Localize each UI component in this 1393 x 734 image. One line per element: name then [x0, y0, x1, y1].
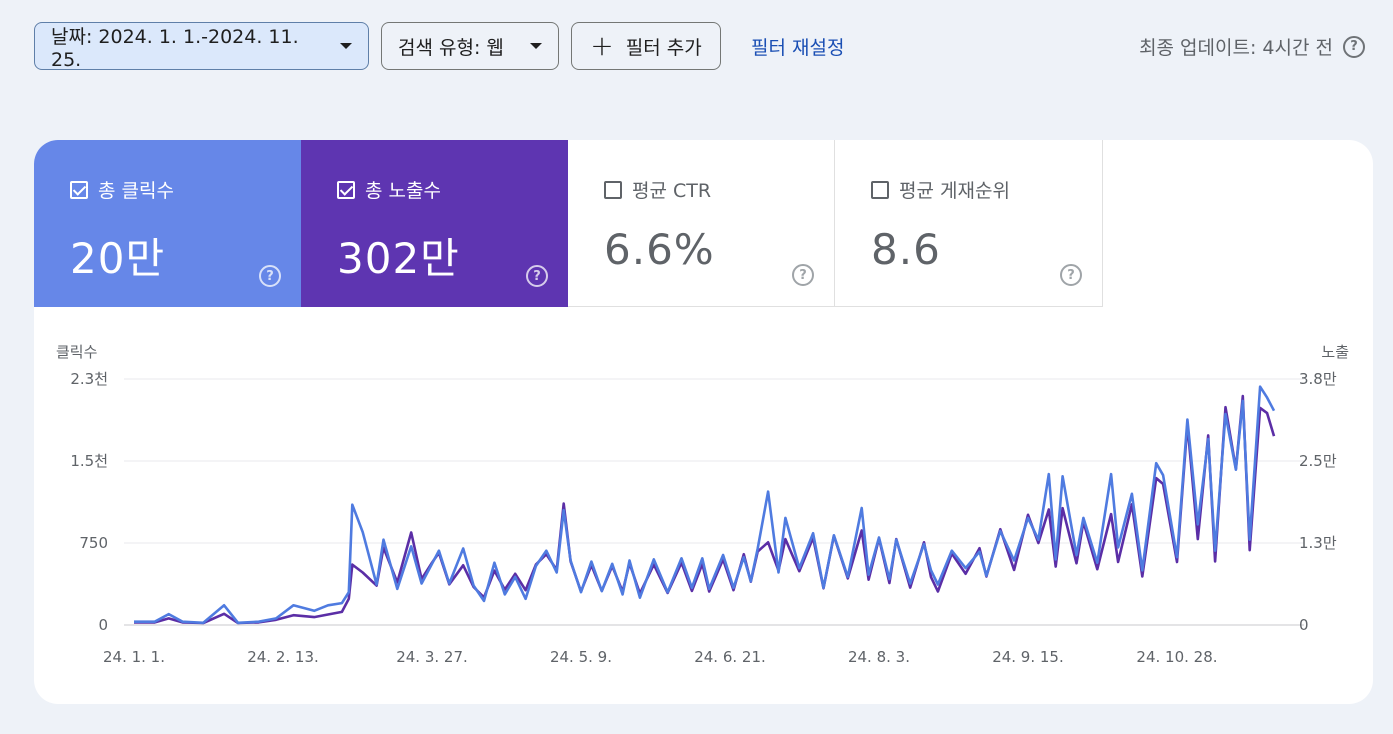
dropdown-arrow-icon — [340, 43, 352, 49]
right-tick-label: 1.3만 — [1299, 534, 1337, 552]
checkbox-unchecked-icon[interactable] — [871, 180, 889, 199]
clicks-series-line — [134, 385, 1276, 625]
metric-value: 6.6% — [604, 225, 715, 274]
metric-label-text: 총 노출수 — [365, 180, 441, 202]
metric-value: 302만 — [337, 234, 460, 283]
metric-total-impressions[interactable]: 총 노출수 302만 ? — [301, 140, 568, 307]
help-icon[interactable]: ? — [259, 265, 281, 287]
performance-line-chart[interactable]: 클릭수 노출 2.3천 3.8만 1.5천 2.5만 750 1.3만 0 0 24. 1. 1… — [34, 140, 1373, 704]
help-icon[interactable]: ? — [792, 264, 814, 286]
right-tick-label: 3.8만 — [1299, 370, 1337, 388]
x-tick-label: 24. 9. 15. — [992, 648, 1064, 666]
x-tick-label: 24. 5. 9. — [550, 648, 612, 666]
left-tick-label: 2.3천 — [70, 370, 108, 388]
search-type-filter-label: 검색 유형: 웹 — [398, 36, 504, 59]
metric-label: 총 노출수 — [337, 176, 532, 203]
metric-label: 평균 게재순위 — [871, 176, 1066, 203]
dropdown-arrow-icon — [530, 43, 542, 49]
metric-label: 총 클릭수 — [70, 176, 265, 203]
left-tick-label: 1.5천 — [70, 452, 108, 470]
chart-tick-labels: 2.3천 3.8만 1.5천 2.5만 750 1.3만 0 0 24. 1. 1. 24. 2.… — [70, 370, 1337, 666]
search-type-filter-chip[interactable]: 검색 유형: 웹 — [381, 22, 559, 70]
impressions-series-line — [134, 394, 1276, 625]
right-tick-label: 0 — [1299, 616, 1309, 634]
help-icon[interactable]: ? — [1060, 264, 1082, 286]
left-tick-label: 0 — [98, 616, 108, 634]
performance-card: 총 클릭수 20만 ? 총 노출수 302만 ? 평균 CTR 6.6% ? 평… — [34, 140, 1373, 704]
metric-value: 8.6 — [871, 225, 941, 274]
left-axis-title: 클릭수 — [56, 343, 97, 361]
help-icon[interactable]: ? — [1343, 35, 1365, 58]
x-tick-label: 24. 10. 28. — [1136, 648, 1217, 666]
metric-label-text: 총 클릭수 — [98, 180, 174, 202]
x-tick-label: 24. 6. 21. — [694, 648, 766, 666]
last-updated: 최종 업데이트: 4시간 전 ? — [1139, 33, 1365, 60]
metric-label-text: 평균 CTR — [632, 180, 712, 202]
x-tick-label: 24. 8. 3. — [848, 648, 910, 666]
left-tick-label: 750 — [79, 534, 108, 552]
reset-filter-link[interactable]: 필터 재설정 — [751, 37, 845, 59]
date-filter-label: 날짜: 2024. 1. 1.-2024. 11. 25. — [51, 25, 299, 71]
checkbox-unchecked-icon[interactable] — [604, 180, 622, 199]
metric-label-text: 평균 게재순위 — [899, 180, 1010, 202]
metric-value: 20만 — [70, 234, 166, 283]
date-filter-chip[interactable]: 날짜: 2024. 1. 1.-2024. 11. 25. — [34, 22, 369, 71]
chart-gridlines — [124, 378, 1304, 626]
add-filter-button[interactable]: + 필터 추가 — [571, 22, 721, 70]
x-tick-label: 24. 1. 1. — [103, 648, 165, 666]
right-tick-label: 2.5만 — [1299, 452, 1337, 470]
x-tick-label: 24. 2. 13. — [247, 648, 319, 666]
filter-toolbar: 날짜: 2024. 1. 1.-2024. 11. 25. 검색 유형: 웹 +… — [0, 0, 1393, 90]
help-icon[interactable]: ? — [526, 265, 548, 287]
metric-average-position[interactable]: 평균 게재순위 8.6 ? — [835, 140, 1103, 307]
plus-icon: + — [590, 29, 614, 62]
right-axis-title: 노출 — [1321, 343, 1349, 361]
last-updated-text: 최종 업데이트: 4시간 전 — [1139, 37, 1333, 59]
add-filter-label: 필터 추가 — [625, 36, 702, 59]
checkbox-checked-icon[interactable] — [70, 180, 88, 199]
x-tick-label: 24. 3. 27. — [396, 648, 468, 666]
metric-total-clicks[interactable]: 총 클릭수 20만 ? — [34, 140, 301, 307]
metric-average-ctr[interactable]: 평균 CTR 6.6% ? — [568, 140, 835, 307]
checkbox-checked-icon[interactable] — [337, 180, 355, 199]
chart-series — [134, 385, 1276, 625]
metric-label: 평균 CTR — [604, 176, 798, 203]
